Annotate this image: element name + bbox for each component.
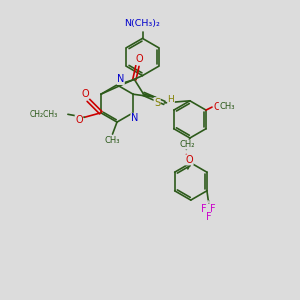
Text: O: O <box>82 88 89 99</box>
Text: F: F <box>206 212 211 222</box>
Text: O: O <box>75 115 83 125</box>
Text: F: F <box>201 204 207 214</box>
Text: N(CH₃)₂: N(CH₃)₂ <box>124 19 160 28</box>
Text: H: H <box>168 95 174 104</box>
Text: CH₃: CH₃ <box>105 136 120 145</box>
Text: CH₂CH₃: CH₂CH₃ <box>29 110 57 119</box>
Text: O: O <box>214 101 221 112</box>
Text: ⌒: ⌒ <box>208 200 209 204</box>
Text: S: S <box>154 98 160 108</box>
Text: N: N <box>131 113 138 123</box>
Text: O: O <box>185 155 193 165</box>
Text: CH₂: CH₂ <box>180 140 195 149</box>
Text: N: N <box>117 74 124 85</box>
Text: F: F <box>210 204 216 214</box>
Text: CH₃: CH₃ <box>219 102 235 111</box>
Text: O: O <box>135 54 143 64</box>
